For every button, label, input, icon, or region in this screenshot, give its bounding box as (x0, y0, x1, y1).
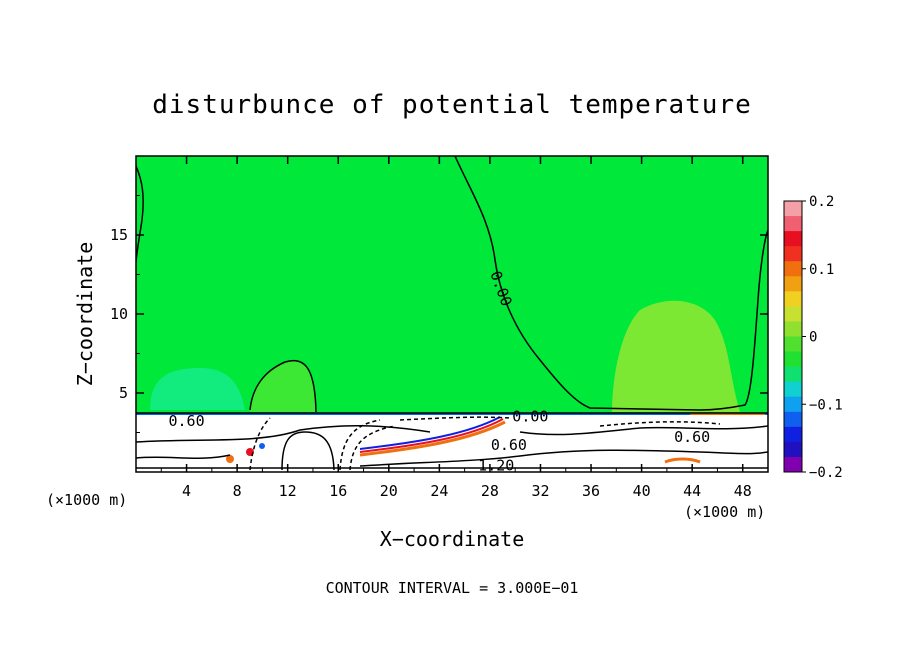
colorbar-swatch-0 (784, 201, 802, 217)
colorbar-swatch-2 (784, 231, 802, 247)
y-tick-label-1: 10 (110, 305, 128, 323)
cool-patch-left (150, 368, 245, 410)
colorbar-swatch-16 (784, 441, 802, 458)
colorbar-swatch-4 (784, 261, 802, 277)
contour-dome (281, 431, 335, 471)
warm-spot-bottom (664, 457, 701, 464)
stable-layer (136, 413, 768, 472)
x-tick-label-11: 48 (734, 482, 752, 500)
x-unit-label: (×1000 m) (46, 491, 127, 509)
contour-interval-note: CONTOUR INTERVAL = 3.000E−01 (326, 579, 579, 597)
contour-zero-main (454, 156, 768, 411)
contour-zero-bump (249, 359, 317, 413)
y-axis: 5 10 15 (110, 195, 768, 433)
colorbar-swatch-3 (784, 246, 802, 262)
contour-label-1: 0.00 (512, 407, 548, 425)
colorbar-swatch-10 (784, 351, 802, 368)
colorbar-swatch-13 (784, 396, 802, 413)
x-tick-label-5: 24 (430, 482, 448, 500)
colorbar: 0.2 0.1 0 −0.1 −0.2 (783, 194, 843, 481)
inversion-hot-band (359, 418, 504, 453)
contour-label-3: 0.60 (491, 436, 527, 454)
x-axis: 4 8 12 16 20 24 28 32 36 40 44 48 (160, 156, 752, 500)
warm-patch-left (250, 361, 316, 412)
x-tick-label-9: 40 (633, 482, 651, 500)
contour-lines (136, 156, 768, 471)
contour-label-5: 1.20 (478, 456, 514, 474)
contour-layer-d (519, 425, 768, 436)
contour-layer-c (136, 454, 231, 459)
contour-layer-b (359, 449, 768, 467)
negative-contour-a (339, 419, 381, 471)
x-tick-label-6: 28 (481, 482, 499, 500)
contour-label-4: 0.60 (674, 428, 710, 446)
colorbar-swatch-11 (784, 366, 802, 383)
y-unit-label: (×1000 m) (684, 503, 765, 521)
colorbar-swatch-7 (784, 306, 802, 322)
warm-spot (226, 455, 234, 463)
x-tick-label-7: 32 (531, 482, 549, 500)
colorbar-swatch-17 (784, 456, 802, 473)
x-tick-label-3: 16 (329, 482, 347, 500)
negative-contour-b (349, 425, 396, 471)
y-tick-label-0: 5 (119, 384, 128, 402)
negative-contour-d (249, 417, 271, 471)
colorbar-tick-label-3: −0.1 (809, 397, 843, 413)
x-tick-label-4: 20 (380, 482, 398, 500)
chart-title: disturbunce of potential temperature (152, 90, 752, 120)
colorbar-swatch-1 (784, 216, 802, 232)
x-tick-label-8: 36 (582, 482, 600, 500)
inversion-warm-band (359, 420, 506, 457)
x-tick-label-0: 4 (182, 482, 191, 500)
x-tick-label-10: 44 (683, 482, 701, 500)
negative-contours (249, 416, 721, 471)
contour-layer-a (136, 425, 431, 443)
colorbar-swatch-8 (784, 321, 802, 337)
colorbar-tick-label-2: 0 (809, 330, 817, 346)
colorbar-tick-label-0: 0.2 (809, 194, 834, 210)
colorbar-swatch-6 (784, 291, 802, 307)
colorbar-swatch-5 (784, 276, 802, 292)
x-axis-label: X−coordinate (380, 527, 525, 551)
colorbar-swatch-15 (784, 426, 802, 443)
contour-label-2: 0.60 (168, 412, 204, 430)
warm-patch-right (612, 300, 740, 412)
colorbar-tick-label-1: 0.1 (809, 262, 834, 278)
negative-contour-e (599, 421, 721, 427)
plot-area: 0.000.000.600.60 0.601.20 (136, 156, 768, 474)
colorbar-swatch-14 (784, 411, 802, 428)
x-tick-label-2: 12 (279, 482, 297, 500)
contour-zero-left (136, 165, 144, 263)
colorbar-swatch-9 (784, 336, 802, 353)
y-axis-label: Z−coordinate (73, 242, 97, 387)
x-tick-label-1: 8 (233, 482, 242, 500)
colorbar-swatch-12 (784, 381, 802, 398)
negative-contour-c (399, 416, 511, 421)
cool-spot (259, 443, 265, 449)
y-tick-label-2: 15 (110, 226, 128, 244)
colorbar-tick-label-4: −0.2 (809, 465, 843, 481)
inversion-blue-band (359, 416, 501, 450)
